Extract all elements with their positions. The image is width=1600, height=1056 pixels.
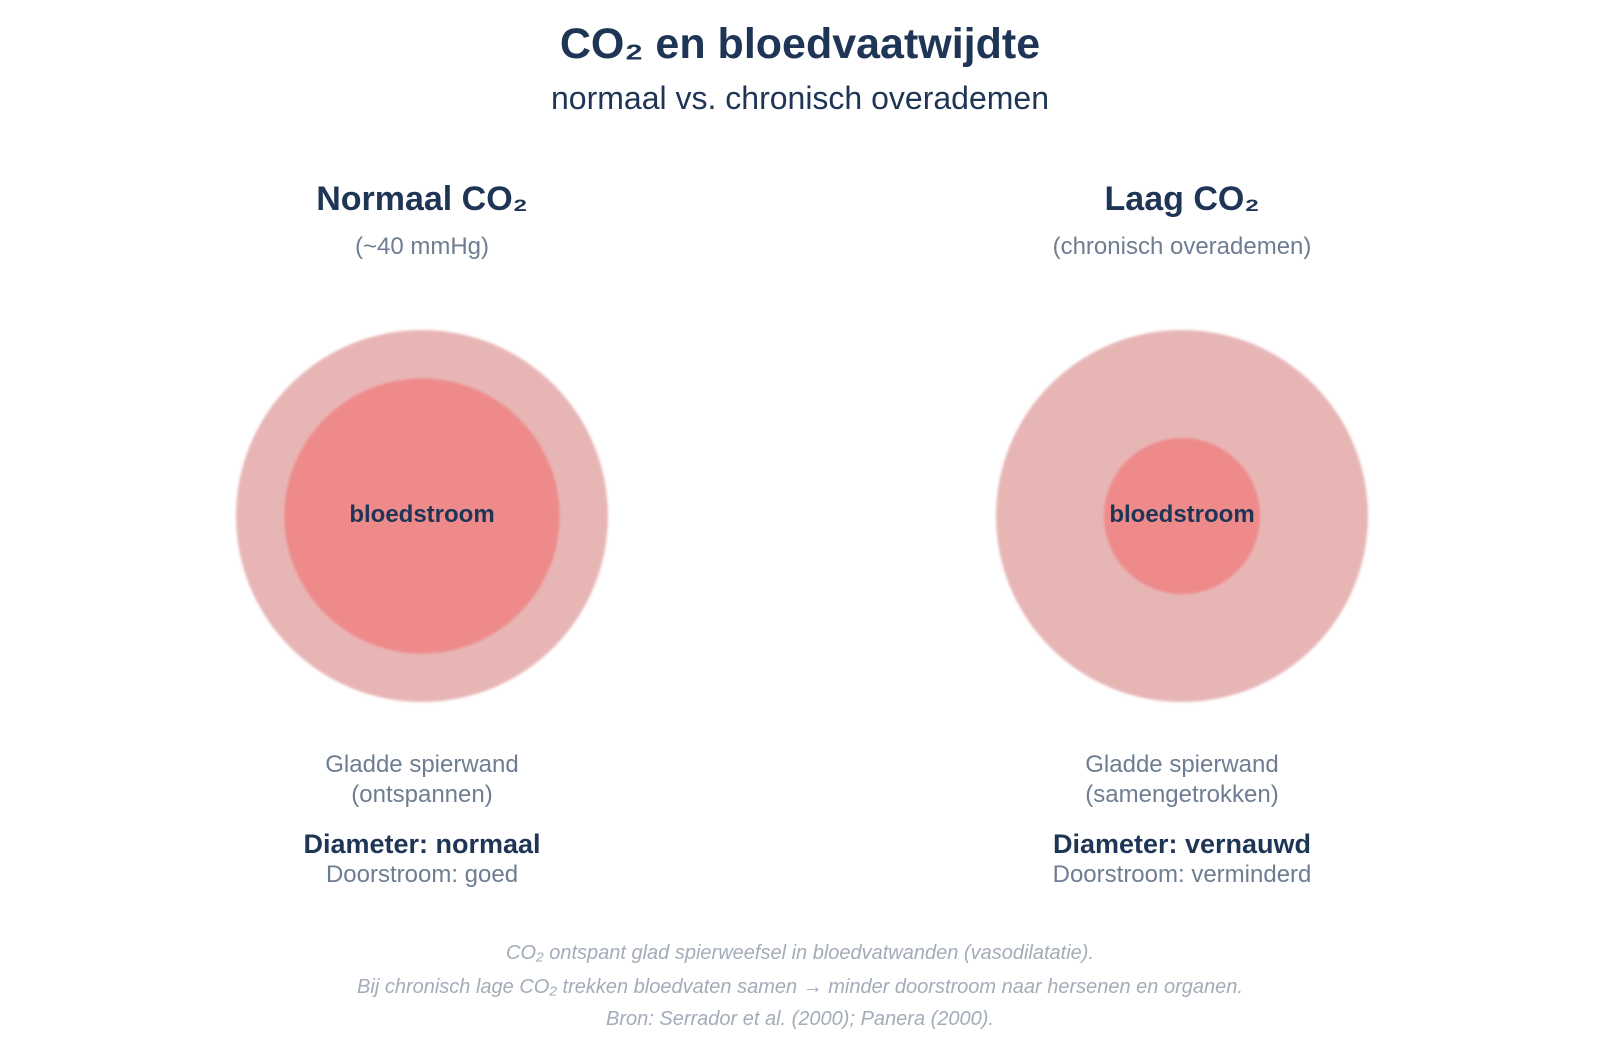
diameter-label: Diameter: normaal xyxy=(303,829,541,859)
flow-label: Doorstroom: verminderd xyxy=(1052,861,1312,888)
wall-label-line2: (ontspannen) xyxy=(351,781,493,808)
vessel-lumen xyxy=(1103,437,1261,595)
panel-low-co2: Laag CO₂ (chronisch overademen) bloedstr… xyxy=(902,178,1462,898)
lumen-label: bloedstroom xyxy=(1109,501,1255,528)
lumen-label: bloedstroom xyxy=(349,501,495,528)
panel-subheading: (chronisch overademen) xyxy=(1052,233,1312,260)
panel-normal-co2: Normaal CO₂ (~40 mmHg) bloedstroom Gladd… xyxy=(142,178,702,898)
wall-label-line1: Gladde spierwand xyxy=(325,751,519,778)
page-title: CO₂ en bloedvaatwijdte xyxy=(559,20,1041,68)
blood-vessel-cross-section: bloedstroom xyxy=(992,326,1372,706)
panel-heading: Normaal CO₂ xyxy=(316,180,528,218)
wall-label: Gladde spierwand (samengetrokken) xyxy=(902,750,1462,810)
footnote-line-1: CO₂ ontspant glad spierweefsel in bloedv… xyxy=(506,942,1094,964)
panel-subheading: (~40 mmHg) xyxy=(354,233,490,260)
footnote-source: Bron: Serrador et al. (2000); Panera (20… xyxy=(606,1008,994,1030)
flow-label: Doorstroom: goed xyxy=(325,861,519,888)
wall-label: Gladde spierwand (ontspannen) xyxy=(142,750,702,810)
vessel-lumen xyxy=(284,378,560,654)
panel-heading: Laag CO₂ xyxy=(1104,180,1260,218)
wall-label-line1: Gladde spierwand xyxy=(1085,751,1279,778)
blood-vessel-cross-section: bloedstroom xyxy=(232,326,612,706)
page-subtitle: normaal vs. chronisch overademen xyxy=(550,80,1049,116)
footnote-line-2: Bij chronisch lage CO₂ trekken bloedvate… xyxy=(357,976,1243,998)
diameter-label: Diameter: vernauwd xyxy=(1052,829,1312,859)
wall-label-line2: (samengetrokken) xyxy=(1085,781,1279,808)
